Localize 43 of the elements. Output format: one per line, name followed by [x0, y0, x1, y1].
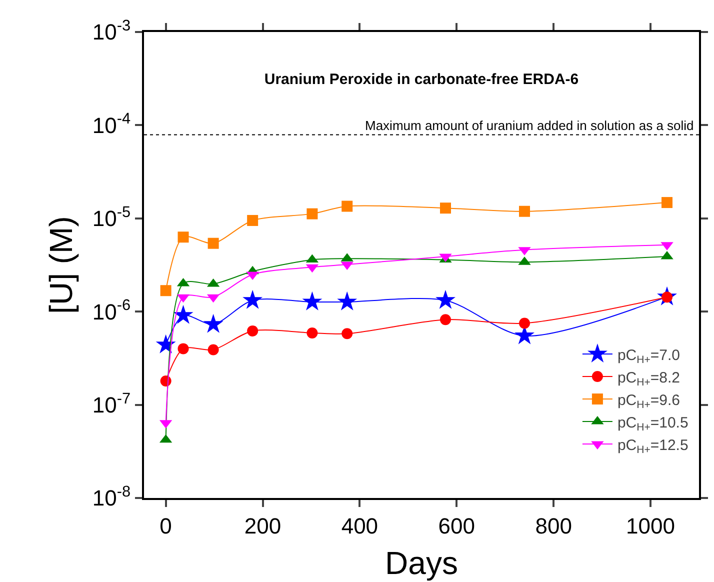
point — [342, 200, 353, 212]
point — [302, 291, 322, 310]
y-tick-label: 10$^{-7}$ — [92, 390, 131, 418]
point — [178, 232, 189, 243]
x-tick-label: 800 — [535, 513, 572, 538]
x-tick-label: 0 — [160, 513, 172, 538]
y-tick-label: 10$^{-6}$ — [92, 297, 131, 324]
y-axis-title: [U] (M) — [43, 216, 80, 314]
point — [208, 344, 219, 356]
x-tick-label: 200 — [244, 513, 282, 538]
point — [342, 328, 353, 340]
legend-label: pC$_{H+}$=8.2 — [617, 369, 680, 388]
point — [160, 285, 172, 296]
x-tick-label: 1000 — [626, 513, 676, 538]
point — [178, 343, 189, 354]
x-tick-label: 600 — [438, 513, 475, 538]
point — [247, 325, 258, 336]
point — [203, 314, 224, 333]
legend-label: pC$_{H+}$=9.6 — [617, 392, 680, 411]
point — [440, 314, 451, 326]
point — [440, 202, 451, 214]
x-tick-label: 400 — [341, 513, 378, 538]
point — [173, 304, 194, 324]
point — [436, 290, 456, 309]
point — [242, 290, 263, 309]
point — [306, 327, 318, 338]
legend-label: pC$_{H+}$=12.5 — [617, 436, 688, 456]
y-tick-label: 10$^{-8}$ — [92, 483, 131, 511]
point — [519, 318, 530, 329]
text: Uranium Peroxide in carbonate-free ERDA-6 — [264, 70, 579, 88]
x-axis-title: Days — [385, 544, 458, 581]
legend-label: pC$_{H+}$=7.0 — [617, 346, 680, 366]
point — [337, 291, 358, 310]
point — [247, 214, 258, 226]
y-tick-label: 10$^{-4}$ — [92, 110, 132, 138]
point — [519, 206, 530, 217]
y-tick-label: 10$^{-5}$ — [92, 204, 131, 232]
point — [208, 238, 219, 249]
point — [306, 208, 318, 220]
y-tick-label: 10$^{-3}$ — [92, 17, 131, 45]
ref-line-label: Maximum amount of uranium added in solution as a solid — [365, 118, 694, 133]
legend-label: pC$_{H+}$=10.5 — [617, 414, 688, 434]
point — [662, 197, 673, 208]
